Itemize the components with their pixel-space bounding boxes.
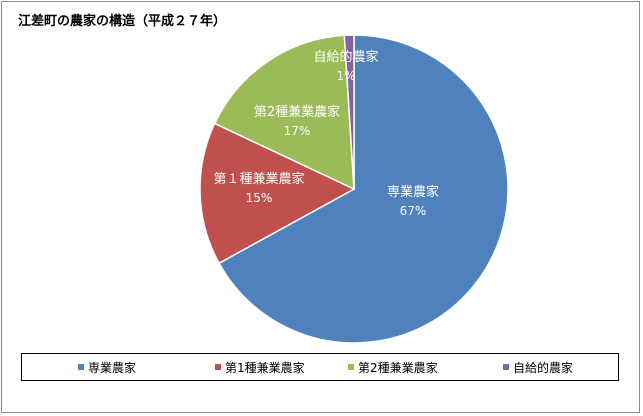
legend-item-jikyuu: 自給的農家 (503, 354, 573, 380)
legend-label: 専業農家 (88, 360, 137, 375)
legend-swatch (215, 364, 221, 370)
slice-label-kengyou1-value: 15% (246, 191, 273, 205)
chart-title: 江差町の農家の構造（平成２７年） (18, 14, 227, 29)
legend-label: 第1種兼業農家 (225, 360, 305, 375)
slice-kengyou2 (213, 34, 355, 191)
slice-label-senngyou-name: 専業農家 (387, 184, 439, 200)
legend-item-kengyou1: 第1種兼業農家 (215, 354, 305, 380)
legend-swatch (348, 364, 354, 370)
legend: 専業農家 第1種兼業農家 第2種兼業農家 自給的農家 (21, 353, 619, 381)
legend-swatch (503, 364, 509, 370)
slice-label-kengyou2-name: 第2種兼業農家 (254, 104, 340, 120)
slice-label-kengyou1-name: 第１種兼業農家 (213, 171, 304, 187)
slice-label-jikyuu-value: 1% (336, 69, 355, 83)
slice-label-kengyou2-value: 17% (284, 124, 311, 138)
legend-label: 第2種兼業農家 (358, 360, 438, 375)
legend-label: 自給的農家 (513, 360, 574, 375)
legend-swatch (78, 364, 84, 370)
slice-jikyuu (343, 34, 355, 190)
legend-item-kengyou2: 第2種兼業農家 (348, 354, 438, 380)
slice-senngyou (218, 34, 509, 344)
slice-kengyou1 (199, 122, 356, 265)
slice-label-senngyou-value: 67% (400, 204, 427, 218)
legend-item-senngyou: 専業農家 (78, 354, 136, 380)
slice-label-jikyuu-name: 自給的農家 (313, 49, 378, 65)
